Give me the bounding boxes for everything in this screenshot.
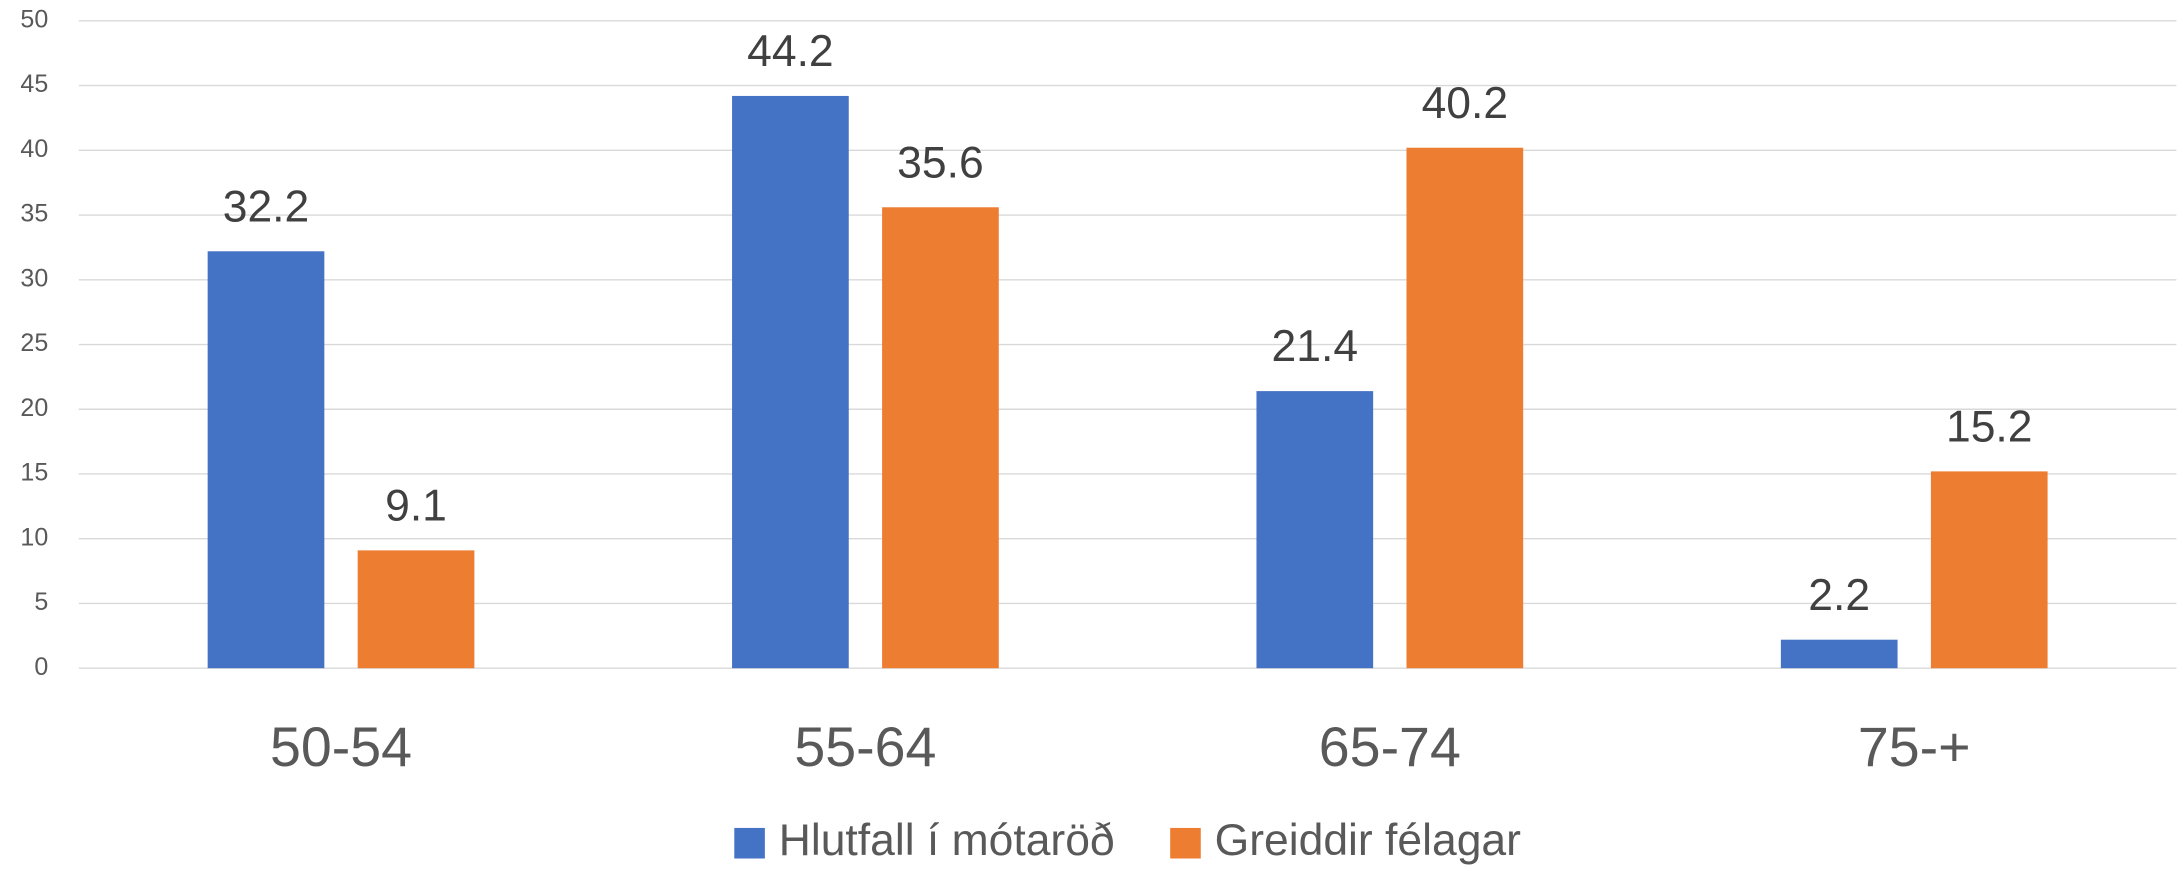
y-tick-label: 10 <box>20 523 48 551</box>
data-label: 32.2 <box>223 182 310 231</box>
data-label: 9.1 <box>385 481 447 530</box>
y-tick-label: 45 <box>20 70 48 98</box>
legend-swatch <box>1170 827 1201 859</box>
legend-label: Hlutfall í mótaröð <box>779 816 1115 865</box>
y-tick-label: 35 <box>20 200 48 228</box>
data-label: 15.2 <box>1946 402 2033 451</box>
y-tick-label: 30 <box>20 264 48 292</box>
y-tick-label: 20 <box>20 394 48 422</box>
legend-label: Greiddir félagar <box>1215 816 1521 865</box>
x-tick-label: 50-54 <box>270 716 412 778</box>
bar <box>1930 471 2048 669</box>
y-tick-label: 5 <box>34 588 48 616</box>
bar <box>1780 639 1898 669</box>
y-tick-label: 40 <box>20 135 48 163</box>
bar <box>357 550 475 669</box>
y-tick-label: 25 <box>20 329 48 357</box>
bar <box>1256 391 1374 669</box>
bar <box>1406 147 1524 669</box>
data-label: 44.2 <box>747 27 833 76</box>
y-tick-label: 50 <box>20 5 48 33</box>
data-label: 21.4 <box>1272 322 1359 371</box>
bar <box>882 207 999 669</box>
legend-swatch <box>734 827 765 859</box>
data-label: 40.2 <box>1422 79 1509 128</box>
y-tick-label: 15 <box>20 459 48 487</box>
data-label: 2.2 <box>1808 571 1870 620</box>
data-label: 35.6 <box>897 138 984 187</box>
y-tick-label: 0 <box>34 653 48 681</box>
x-tick-label: 65-74 <box>1319 716 1461 778</box>
x-tick-label: 55-64 <box>794 716 936 778</box>
x-tick-label: 75-+ <box>1858 716 1971 778</box>
bar <box>732 95 849 669</box>
bar <box>207 251 325 669</box>
